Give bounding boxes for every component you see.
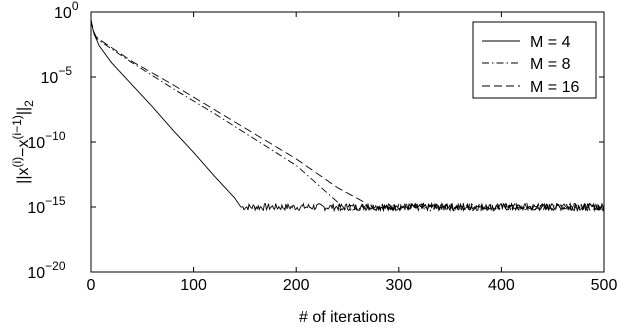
legend-label-m8: M = 8 [530, 56, 571, 73]
y-label-sup-i: (i) [10, 157, 24, 168]
x-tick-label: 200 [283, 277, 310, 294]
legend-label-m4: M = 4 [530, 34, 571, 51]
svg-text:||x(i)−x(i−1)||2: ||x(i)−x(i−1)||2 [10, 100, 36, 184]
y-label-norm-close: || [15, 107, 32, 115]
legend: M = 4 M = 8 M = 16 [472, 21, 597, 99]
series-line-m-16 [90, 19, 605, 212]
legend-box [472, 21, 597, 99]
x-axis-label: # of iterations [299, 309, 395, 326]
y-tick-label: 10−15 [27, 194, 65, 217]
y-tick-label: 100 [54, 0, 79, 22]
x-axis: 0 100 200 300 400 500 [87, 12, 618, 294]
x-tick-label: 100 [180, 277, 207, 294]
y-label-norm-open: ||x [15, 168, 32, 184]
y-tick-label: 10−20 [27, 259, 65, 282]
x-tick-label: 500 [591, 277, 618, 294]
y-tick-label: 10−5 [41, 64, 73, 87]
x-tick-label: 300 [385, 277, 412, 294]
series-layer [90, 19, 605, 213]
series-line-m-8 [90, 19, 605, 213]
x-tick-label: 400 [488, 277, 515, 294]
x-tick-label: 0 [87, 277, 96, 294]
legend-label-m16: M = 16 [530, 79, 579, 96]
y-axis: 100 10−5 10−10 10−15 10−20 [27, 0, 604, 282]
y-tick-label: 10−10 [27, 129, 65, 152]
y-axis-label: ||x(i)−x(i−1)||2 [10, 100, 36, 184]
y-label-sub-2: 2 [22, 100, 36, 107]
y-label-minus-x: −x [15, 140, 32, 157]
y-label-sup-i-1: (i−1) [10, 115, 24, 139]
